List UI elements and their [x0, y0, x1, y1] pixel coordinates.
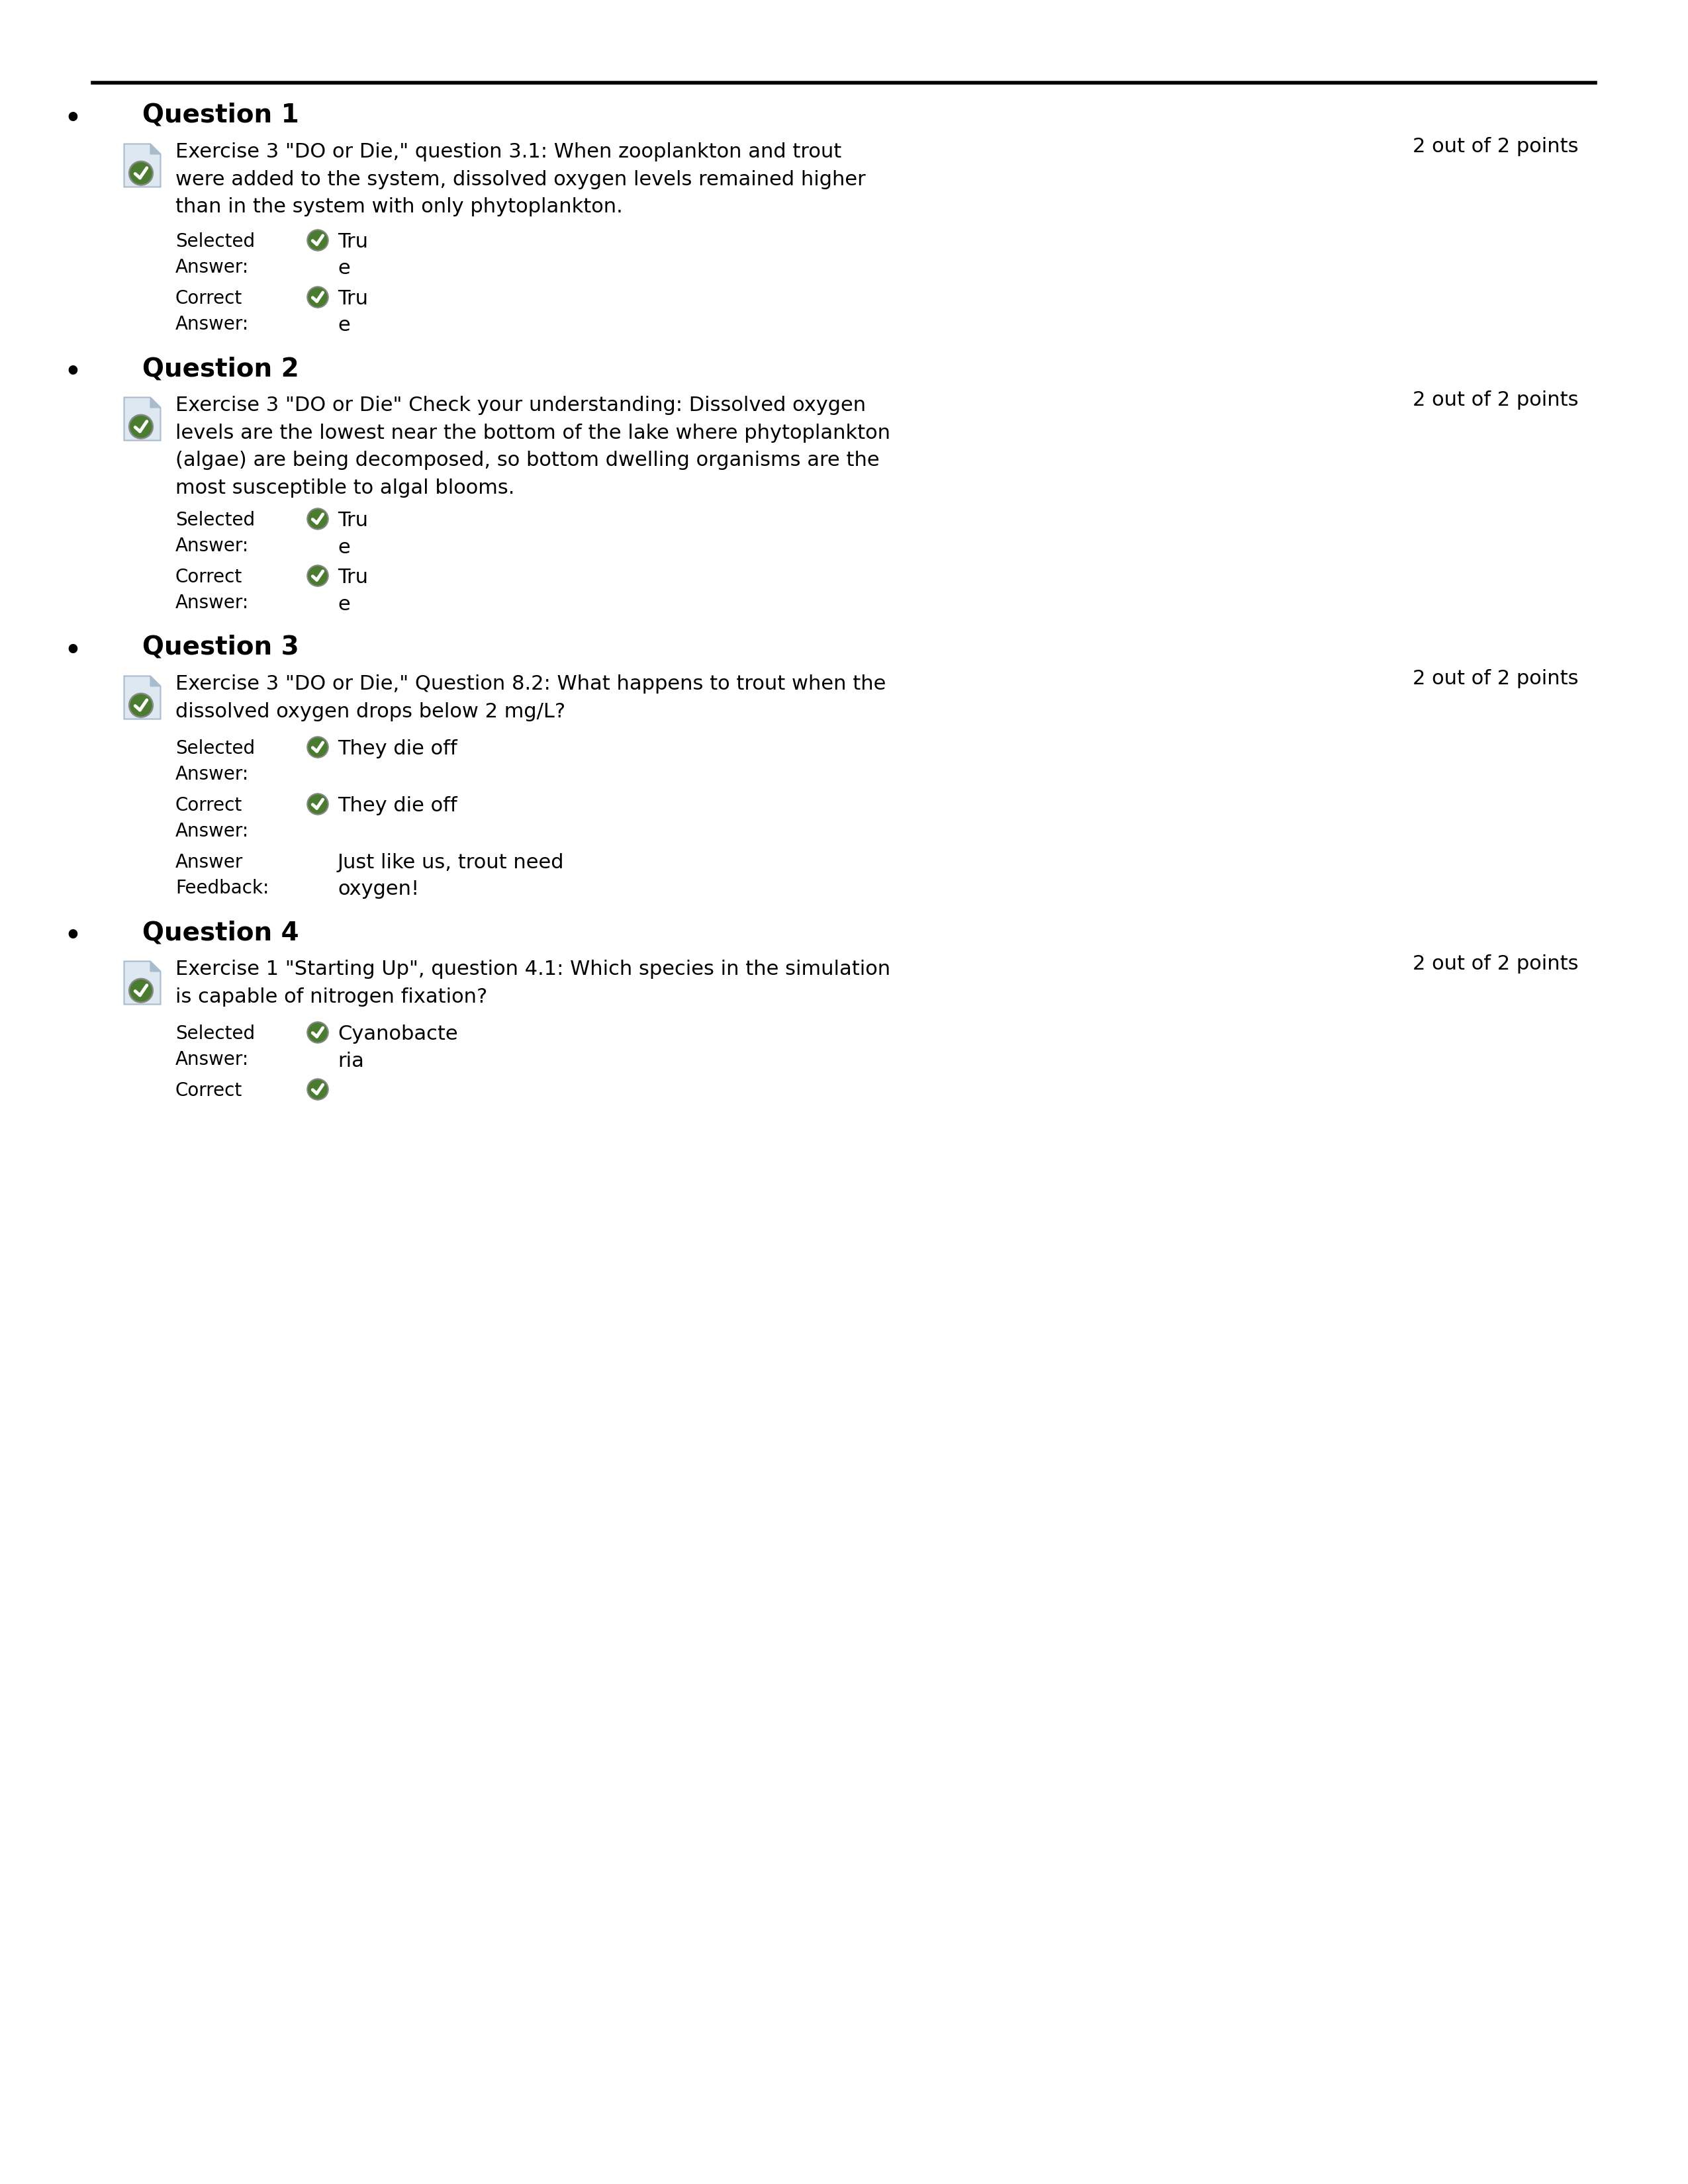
Text: •: • — [64, 924, 81, 948]
Circle shape — [128, 978, 154, 1002]
Polygon shape — [150, 677, 160, 686]
Circle shape — [307, 229, 329, 251]
Text: 2 out of 2 points: 2 out of 2 points — [1413, 668, 1578, 688]
Circle shape — [130, 695, 152, 716]
Circle shape — [128, 415, 154, 439]
Text: Question 1: Question 1 — [142, 103, 299, 127]
Text: Question 3: Question 3 — [142, 636, 299, 660]
Text: Selected
Answer:: Selected Answer: — [176, 1024, 255, 1068]
Text: •: • — [64, 360, 81, 384]
Circle shape — [307, 1022, 329, 1044]
Circle shape — [309, 738, 327, 756]
Circle shape — [307, 509, 329, 529]
Text: 2 out of 2 points: 2 out of 2 points — [1413, 954, 1578, 974]
Polygon shape — [125, 397, 160, 441]
Circle shape — [309, 288, 327, 306]
Text: Exercise 3 "DO or Die" Check your understanding: Dissolved oxygen
levels are the: Exercise 3 "DO or Die" Check your unders… — [176, 395, 890, 498]
Text: Tru
e: Tru e — [338, 511, 368, 557]
Text: Selected
Answer:: Selected Answer: — [176, 511, 255, 555]
Circle shape — [307, 286, 329, 308]
Text: 2 out of 2 points: 2 out of 2 points — [1413, 138, 1578, 157]
Text: They die off: They die off — [338, 738, 457, 758]
Circle shape — [309, 795, 327, 812]
Text: Exercise 3 "DO or Die," Question 8.2: What happens to trout when the
dissolved o: Exercise 3 "DO or Die," Question 8.2: Wh… — [176, 675, 886, 721]
Text: Correct: Correct — [176, 1081, 243, 1101]
Text: Tru
e: Tru e — [338, 568, 368, 614]
Text: 2 out of 2 points: 2 out of 2 points — [1413, 391, 1578, 411]
Text: Correct
Answer:: Correct Answer: — [176, 288, 250, 334]
Polygon shape — [150, 144, 160, 155]
Text: Tru
e: Tru e — [338, 288, 368, 334]
Text: •: • — [64, 638, 81, 664]
Circle shape — [128, 692, 154, 719]
Text: Cyanobacte
ria: Cyanobacte ria — [338, 1024, 457, 1070]
Text: Answer
Feedback:: Answer Feedback: — [176, 854, 268, 898]
Text: •: • — [64, 105, 81, 131]
Circle shape — [130, 417, 152, 437]
Circle shape — [309, 1081, 327, 1099]
Text: Tru
e: Tru e — [338, 232, 368, 277]
Text: Exercise 3 "DO or Die," question 3.1: When zooplankton and trout
were added to t: Exercise 3 "DO or Die," question 3.1: Wh… — [176, 142, 866, 216]
Circle shape — [130, 981, 152, 1000]
Circle shape — [128, 162, 154, 186]
Circle shape — [307, 736, 329, 758]
Polygon shape — [125, 144, 160, 188]
Circle shape — [307, 566, 329, 587]
Text: Selected
Answer:: Selected Answer: — [176, 738, 255, 784]
Text: Question 4: Question 4 — [142, 919, 299, 946]
Text: Exercise 1 "Starting Up", question 4.1: Which species in the simulation
is capab: Exercise 1 "Starting Up", question 4.1: … — [176, 959, 891, 1007]
Circle shape — [307, 793, 329, 815]
Polygon shape — [150, 397, 160, 408]
Circle shape — [309, 232, 327, 249]
Polygon shape — [125, 961, 160, 1005]
Text: They die off: They die off — [338, 797, 457, 815]
Circle shape — [309, 566, 327, 585]
Circle shape — [130, 162, 152, 183]
Text: Question 2: Question 2 — [142, 356, 299, 382]
Text: Correct
Answer:: Correct Answer: — [176, 797, 250, 841]
Polygon shape — [125, 677, 160, 719]
Text: Correct
Answer:: Correct Answer: — [176, 568, 250, 612]
Text: Selected
Answer:: Selected Answer: — [176, 232, 255, 277]
Circle shape — [309, 509, 327, 529]
Text: Just like us, trout need
oxygen!: Just like us, trout need oxygen! — [338, 854, 564, 900]
Circle shape — [307, 1079, 329, 1101]
Circle shape — [309, 1022, 327, 1042]
Polygon shape — [150, 961, 160, 972]
